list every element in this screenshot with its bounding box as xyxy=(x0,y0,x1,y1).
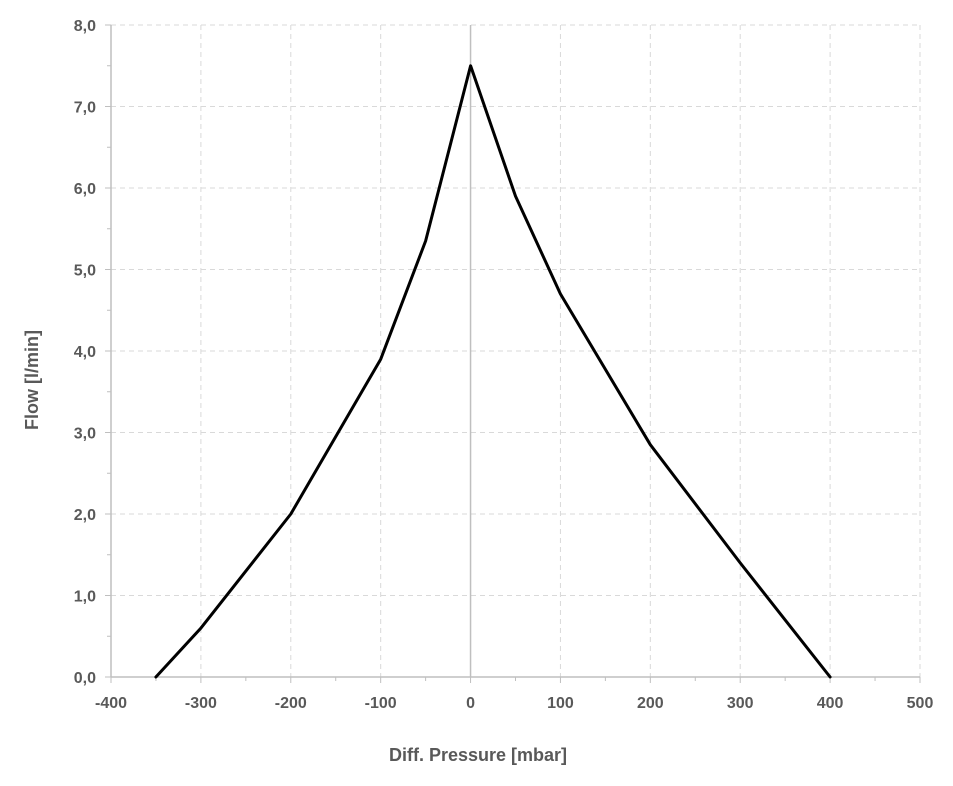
x-tick-label: 300 xyxy=(727,695,754,712)
tick-labels: -400 -300 -200 -100 0 100 200 300 400 500 0,0 1,0 2,… xyxy=(74,18,934,712)
series-line xyxy=(154,64,832,679)
x-tick-label: 400 xyxy=(817,695,844,712)
y-tick-label: 2,0 xyxy=(74,507,96,524)
x-tick-label: 0 xyxy=(466,695,475,712)
y-tick-label: 0,0 xyxy=(74,670,96,687)
x-tick-label: -300 xyxy=(185,695,217,712)
y-tick-label: 8,0 xyxy=(74,18,96,35)
y-axis-title: Flow [l/min] xyxy=(22,330,42,430)
x-tick-label: -400 xyxy=(95,695,127,712)
x-tick-label: 500 xyxy=(907,695,934,712)
x-tick-label: -100 xyxy=(365,695,397,712)
x-tick-label: 100 xyxy=(547,695,574,712)
y-tick-label: 6,0 xyxy=(74,181,96,198)
grid xyxy=(111,24,921,677)
x-tick-label: 200 xyxy=(637,695,664,712)
series xyxy=(154,64,832,679)
y-tick-label: 3,0 xyxy=(74,426,96,443)
y-tick-label: 4,0 xyxy=(74,344,96,361)
x-axis-title: Diff. Pressure [mbar] xyxy=(389,745,567,765)
y-tick-label: 5,0 xyxy=(74,263,96,280)
x-tick-label: -200 xyxy=(275,695,307,712)
y-tick-label: 1,0 xyxy=(74,589,96,606)
y-tick-label: 7,0 xyxy=(74,100,96,117)
axes xyxy=(105,24,921,683)
